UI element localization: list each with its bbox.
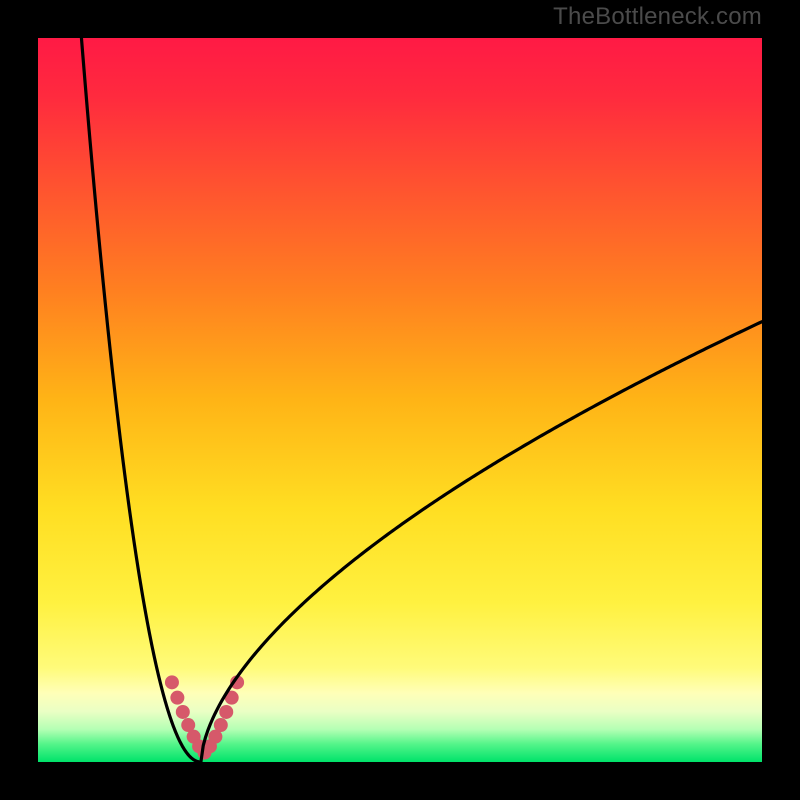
plot-area — [38, 38, 762, 762]
bottleneck-curve — [81, 38, 762, 762]
curve-svg — [38, 38, 762, 762]
chart-frame: TheBottleneck.com — [0, 0, 800, 800]
footprint-dot — [170, 691, 184, 705]
footprint-dot — [176, 705, 190, 719]
footprint-dot — [214, 718, 228, 732]
footprint-dot — [165, 675, 179, 689]
watermark-text: TheBottleneck.com — [553, 3, 762, 31]
footprint-dot — [219, 705, 233, 719]
